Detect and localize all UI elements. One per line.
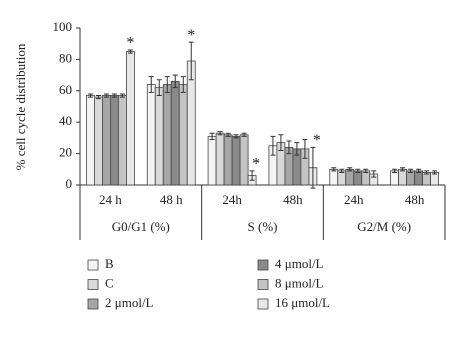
error-bar (164, 76, 170, 93)
error-bar (310, 146, 316, 189)
annotation: * (187, 27, 195, 44)
error-bar (103, 93, 109, 98)
x-tick-label: 24 h (99, 192, 122, 207)
error-bar (241, 132, 247, 137)
legend-swatch (257, 259, 269, 271)
bar (86, 95, 95, 186)
bar (345, 168, 355, 186)
legend-label: 4 μmol/L (275, 256, 324, 271)
group-label: S (%) (248, 219, 278, 234)
annotation: * (126, 35, 134, 52)
bar (146, 84, 156, 186)
bar (102, 95, 111, 186)
bar (329, 168, 339, 186)
bar (406, 170, 415, 186)
bar (353, 170, 363, 186)
x-tick-label: 24h (344, 192, 364, 207)
error-bar (371, 170, 377, 178)
error-bar (286, 140, 292, 155)
bar (337, 170, 347, 186)
bar (178, 84, 188, 186)
error-bar (209, 132, 215, 140)
bar (207, 135, 217, 186)
bar (110, 95, 119, 186)
legend-swatch (87, 259, 99, 271)
error-bar (331, 167, 337, 172)
bar (126, 51, 135, 186)
error-bar (95, 95, 101, 100)
error-bar (217, 131, 223, 136)
error-bar (355, 168, 361, 173)
error-bar (363, 168, 369, 173)
bar (170, 80, 180, 186)
bar (215, 132, 225, 186)
bar (361, 170, 371, 186)
annotation: * (313, 132, 321, 149)
bar (94, 96, 103, 186)
legend-swatch (257, 279, 269, 290)
x-tick-label: 48h (405, 192, 425, 207)
bar (239, 134, 249, 186)
y-tick-label: 60 (59, 82, 72, 97)
bar (162, 84, 172, 186)
group-label: G2/M (%) (357, 219, 411, 234)
bar (154, 87, 164, 186)
error-bar (188, 41, 194, 81)
bar (231, 135, 241, 186)
error-bar (432, 170, 438, 175)
legend-label: 2 μmol/L (105, 295, 154, 310)
error-bar (278, 134, 284, 151)
error-bar (127, 49, 133, 54)
legend-label: C (105, 275, 114, 290)
error-bar (416, 168, 422, 173)
legend-swatch (87, 298, 99, 310)
error-bar (233, 134, 239, 139)
error-bar (172, 74, 178, 89)
error-bar (294, 142, 300, 156)
x-tick-label: 48 h (160, 192, 183, 207)
error-bar (225, 132, 231, 137)
bar (223, 134, 233, 186)
error-bar (249, 170, 255, 181)
legend-label: 8 μmol/L (275, 275, 324, 290)
error-bar (302, 138, 308, 159)
x-tick-label: 24h (222, 192, 242, 207)
error-bar (339, 168, 345, 173)
y-tick-label: 100 (53, 19, 73, 34)
legend-label: B (105, 256, 114, 271)
error-bar (400, 167, 406, 172)
y-axis-label: % cell cycle distribution (13, 43, 28, 170)
error-bar (180, 76, 186, 93)
y-tick-label: 40 (59, 113, 72, 128)
annotation: * (252, 156, 260, 173)
bar (398, 168, 407, 186)
error-bar (270, 135, 276, 156)
error-bar (111, 93, 117, 98)
y-tick-label: 80 (59, 50, 72, 65)
bar (118, 95, 127, 186)
error-bar (347, 167, 353, 172)
x-tick-label: 48h (283, 192, 303, 207)
group-label: G0/G1 (%) (112, 219, 170, 234)
error-bar (87, 93, 93, 98)
bar (414, 170, 423, 186)
bar (390, 170, 399, 186)
error-bar (408, 168, 414, 173)
y-tick-label: 20 (59, 145, 72, 160)
error-bar (392, 168, 398, 173)
error-bar (119, 93, 125, 98)
error-bar (156, 79, 162, 97)
legend-swatch (257, 298, 269, 310)
y-tick-label: 0 (66, 176, 73, 191)
legend-swatch (87, 279, 99, 290)
error-bar (148, 76, 154, 93)
error-bar (424, 170, 430, 175)
legend-label: 16 μmol/L (275, 295, 330, 310)
